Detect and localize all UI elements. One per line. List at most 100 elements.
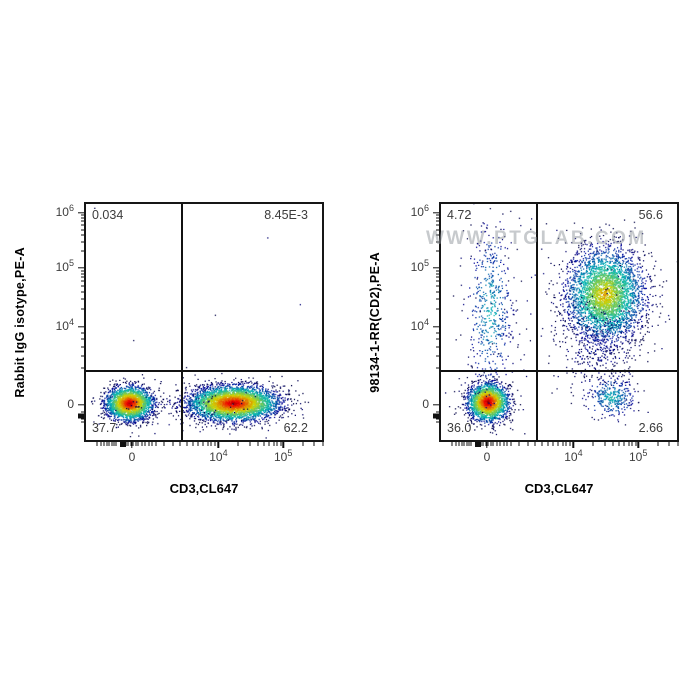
x-axis-title: CD3,CL647 (169, 481, 239, 496)
y-axis-minor-tick (435, 308, 439, 310)
x-axis-minor-tick (496, 442, 498, 446)
x-axis-minor-tick (552, 442, 554, 446)
x-axis-minor-tick (527, 442, 529, 446)
y-axis-minor-tick (435, 418, 439, 420)
x-axis-minor-tick (197, 442, 199, 446)
y-axis-minor-tick (80, 224, 84, 226)
x-axis-minor-tick (461, 442, 463, 446)
x-axis-minor-tick (135, 442, 137, 446)
x-axis-tick-label: 105 (274, 448, 293, 465)
y-axis-minor-tick (435, 270, 439, 272)
x-axis-minor-tick (631, 442, 633, 446)
y-axis-minor-tick (80, 411, 84, 413)
x-axis-minor-tick (466, 442, 468, 446)
x-axis-minor-tick (273, 442, 275, 446)
y-axis-compressed-tick (433, 413, 439, 419)
quadrant-percent-top-right: 8.45E-3 (264, 208, 308, 222)
y-axis-tick-label: 106 (55, 202, 74, 219)
x-axis-minor-tick (148, 442, 150, 446)
y-axis-minor-tick (80, 332, 84, 334)
y-axis-minor-tick (80, 234, 84, 236)
y-axis-tick-label: 105 (410, 257, 429, 274)
x-axis-minor-tick (302, 442, 304, 446)
x-axis-minor-tick (103, 442, 105, 446)
y-axis-minor-tick (80, 270, 84, 272)
y-axis-minor-tick (435, 214, 439, 216)
x-axis-major-tick (637, 442, 639, 448)
x-axis-minor-tick (106, 442, 108, 446)
y-axis-major-tick (433, 326, 439, 328)
y-axis-tick-label: 0 (422, 396, 429, 411)
y-axis-minor-tick (80, 338, 84, 340)
x-axis-major-tick (282, 442, 284, 448)
y-axis-minor-tick (80, 308, 84, 310)
quadrant-gate-horizontal (441, 370, 677, 373)
x-axis-minor-tick (132, 442, 134, 446)
density-dot-canvas (441, 204, 677, 440)
y-axis-compressed-tick (78, 413, 84, 419)
x-axis-minor-tick (100, 442, 102, 446)
x-axis-minor-tick (263, 442, 265, 446)
x-axis-minor-tick (276, 442, 278, 446)
x-axis-minor-tick (127, 442, 129, 446)
y-axis-major-tick (433, 212, 439, 214)
y-axis-minor-tick (80, 273, 84, 275)
y-axis-major-tick (433, 267, 439, 269)
y-axis-minor-tick (435, 276, 439, 278)
x-axis-minor-tick (115, 442, 117, 446)
y-axis-tick-label: 104 (410, 316, 429, 333)
x-axis-minor-tick (237, 442, 239, 446)
x-axis-minor-tick (623, 442, 625, 446)
x-axis-major-tick (572, 442, 575, 448)
x-axis-minor-tick (96, 442, 98, 446)
y-axis-minor-tick (80, 217, 84, 219)
x-axis-minor-tick (137, 442, 139, 446)
x-axis-compressed-tick (475, 442, 482, 447)
y-axis-minor-tick (435, 273, 439, 275)
x-axis-minor-tick (565, 442, 567, 446)
y-axis-minor-tick (435, 250, 439, 252)
x-axis-tick-label: 105 (629, 448, 648, 465)
x-axis-ticks: 0 104 105 (84, 442, 324, 482)
quadrant-percent-bottom-right: 62.2 (283, 421, 308, 435)
y-axis-minor-tick (435, 241, 439, 243)
x-axis-tick-label: 0 (483, 450, 491, 464)
x-axis-minor-tick (487, 442, 489, 446)
x-axis-minor-tick (635, 442, 637, 446)
y-axis-minor-tick (435, 280, 439, 282)
y-axis-tick-label: 106 (410, 202, 429, 219)
y-axis-minor-tick (435, 298, 439, 300)
density-dot-canvas (86, 204, 322, 440)
x-axis-minor-tick (677, 442, 679, 446)
x-axis-minor-tick (618, 442, 620, 446)
x-axis-minor-tick (207, 442, 209, 446)
x-axis-minor-tick (506, 442, 508, 446)
y-axis-minor-tick (80, 421, 84, 423)
y-axis-minor-tick (80, 280, 84, 282)
x-axis-minor-tick (249, 442, 251, 446)
y-axis-major-tick (78, 212, 84, 214)
quadrant-gate-vertical (180, 204, 183, 440)
y-axis-minor-tick (435, 224, 439, 226)
y-axis-major-tick (78, 267, 84, 269)
y-axis-major-tick (78, 404, 84, 406)
y-axis-minor-tick (80, 241, 84, 243)
x-axis-minor-tick (141, 442, 143, 446)
plot-area: 4.72 56.6 36.0 2.66 (439, 202, 679, 442)
y-axis-minor-tick (80, 276, 84, 278)
x-axis-minor-tick (451, 442, 453, 446)
x-axis-minor-tick (468, 442, 470, 446)
y-axis-tick-label: 0 (67, 396, 74, 411)
y-axis-tick-label: 105 (55, 257, 74, 274)
x-axis-tick-label: 0 (128, 450, 136, 464)
y-axis-minor-tick (435, 338, 439, 340)
y-axis-tick-label: 104 (55, 316, 74, 333)
x-axis-title: CD3,CL647 (524, 481, 594, 496)
x-axis-minor-tick (113, 442, 115, 446)
x-axis-minor-tick (280, 442, 282, 446)
x-axis-minor-tick (592, 442, 594, 446)
y-axis-minor-tick (435, 355, 439, 357)
y-axis-minor-tick (80, 298, 84, 300)
x-axis-tick-label: 104 (564, 448, 583, 465)
x-axis-minor-tick (458, 442, 460, 446)
